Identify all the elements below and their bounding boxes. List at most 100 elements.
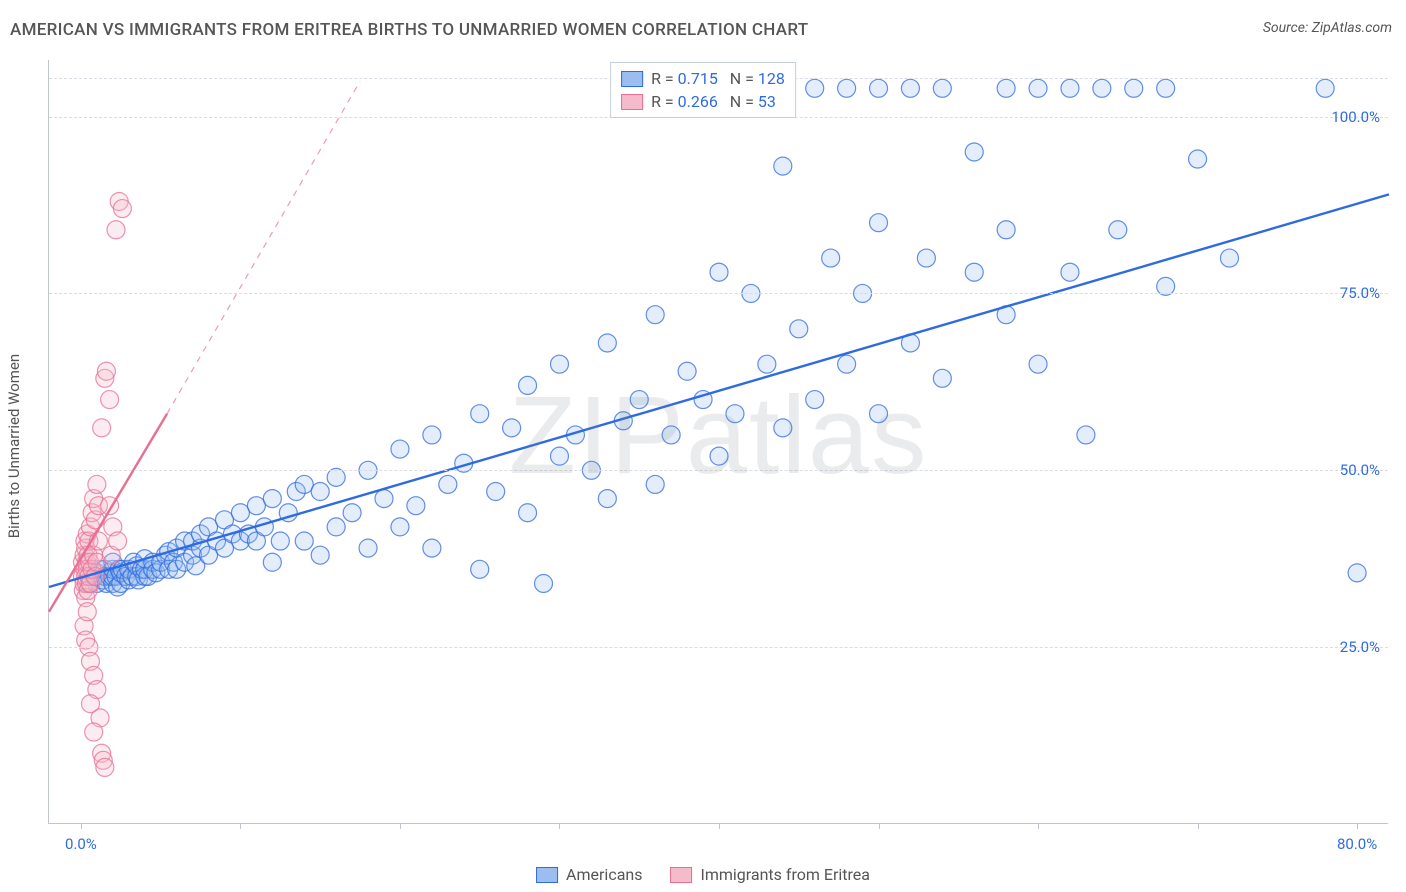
data-point [519, 504, 537, 522]
data-point [806, 391, 824, 409]
data-point [487, 483, 505, 501]
data-point [550, 447, 568, 465]
legend-swatch [670, 867, 692, 883]
data-point [109, 532, 127, 550]
y-tick-label: 100.0% [1331, 108, 1380, 126]
data-point [1189, 150, 1207, 168]
data-point [678, 362, 696, 380]
data-point [343, 504, 361, 522]
x-tick [1357, 823, 1358, 829]
data-point [375, 490, 393, 508]
data-point [917, 249, 935, 267]
correlation-legend: R = 0.715 N = 128 R = 0.266 N = 53 [610, 62, 796, 118]
data-point [93, 419, 111, 437]
data-point [1029, 79, 1047, 97]
data-point [965, 143, 983, 161]
source-label: Source: ZipAtlas.com [1263, 20, 1392, 36]
x-tick [1038, 823, 1039, 829]
data-point [870, 79, 888, 97]
data-point [710, 447, 728, 465]
data-point [1109, 221, 1127, 239]
gridline-h [49, 293, 1388, 294]
y-tick-label: 50.0% [1340, 461, 1380, 479]
data-point [271, 532, 289, 550]
data-point [822, 249, 840, 267]
data-point [838, 79, 856, 97]
data-point [997, 79, 1015, 97]
legend-item: Immigrants from Eritrea [670, 865, 869, 884]
data-point [96, 758, 114, 776]
data-point [1348, 564, 1366, 582]
x-tick [559, 823, 560, 829]
data-point [519, 376, 537, 394]
data-point [327, 518, 345, 536]
data-point [471, 405, 489, 423]
x-tick-label: 80.0% [1337, 835, 1377, 853]
data-point [391, 518, 409, 536]
data-point [598, 490, 616, 508]
data-point [311, 546, 329, 564]
data-point [758, 355, 776, 373]
regression-line-ext [167, 81, 360, 413]
x-tick [240, 823, 241, 829]
data-point [78, 603, 96, 621]
gridline-h [49, 470, 1388, 471]
legend-text: R = 0.715 N = 128 [651, 69, 785, 88]
x-tick [400, 823, 401, 829]
data-point [1157, 79, 1175, 97]
data-point [535, 574, 553, 592]
data-point [630, 391, 648, 409]
data-point [806, 79, 824, 97]
legend-item: Americans [536, 865, 642, 884]
x-tick [81, 823, 82, 829]
data-point [231, 504, 249, 522]
y-tick-label: 25.0% [1340, 638, 1380, 656]
data-point [407, 497, 425, 515]
legend-swatch [621, 94, 643, 110]
data-point [933, 79, 951, 97]
y-axis-title: Births to Unmarried Women [5, 354, 23, 538]
data-point [247, 497, 265, 515]
data-point [263, 490, 281, 508]
data-point [391, 440, 409, 458]
data-point [295, 475, 313, 493]
data-point [646, 475, 664, 493]
chart-plot-area: ZIPatlas 25.0%50.0%75.0%100.0%0.0%80.0% [48, 60, 1388, 824]
legend-row: R = 0.715 N = 128 [621, 67, 785, 90]
data-point [646, 306, 664, 324]
data-point [471, 560, 489, 578]
data-point [1029, 355, 1047, 373]
data-point [88, 475, 106, 493]
legend-row: R = 0.266 N = 53 [621, 90, 785, 113]
legend-label: Immigrants from Eritrea [700, 865, 869, 884]
data-point [870, 214, 888, 232]
data-point [997, 221, 1015, 239]
data-point [81, 695, 99, 713]
legend-swatch [621, 71, 643, 87]
data-point [97, 362, 115, 380]
data-point [113, 200, 131, 218]
data-point [101, 391, 119, 409]
data-point [423, 539, 441, 557]
data-point [933, 369, 951, 387]
x-tick-label: 0.0% [65, 835, 97, 853]
data-point [901, 79, 919, 97]
data-point [598, 334, 616, 352]
regression-line [49, 194, 1389, 587]
data-point [107, 221, 125, 239]
x-tick [719, 823, 720, 829]
scatter-svg [49, 60, 1388, 823]
gridline-h [49, 647, 1388, 648]
data-point [726, 405, 744, 423]
series-legend: Americans Immigrants from Eritrea [536, 865, 870, 884]
data-point [439, 475, 457, 493]
x-tick [879, 823, 880, 829]
data-point [1125, 79, 1143, 97]
data-point [710, 263, 728, 281]
data-point [263, 553, 281, 571]
data-point [662, 426, 680, 444]
data-point [1093, 79, 1111, 97]
data-point [1061, 79, 1079, 97]
data-point [311, 483, 329, 501]
legend-label: Americans [566, 865, 642, 884]
